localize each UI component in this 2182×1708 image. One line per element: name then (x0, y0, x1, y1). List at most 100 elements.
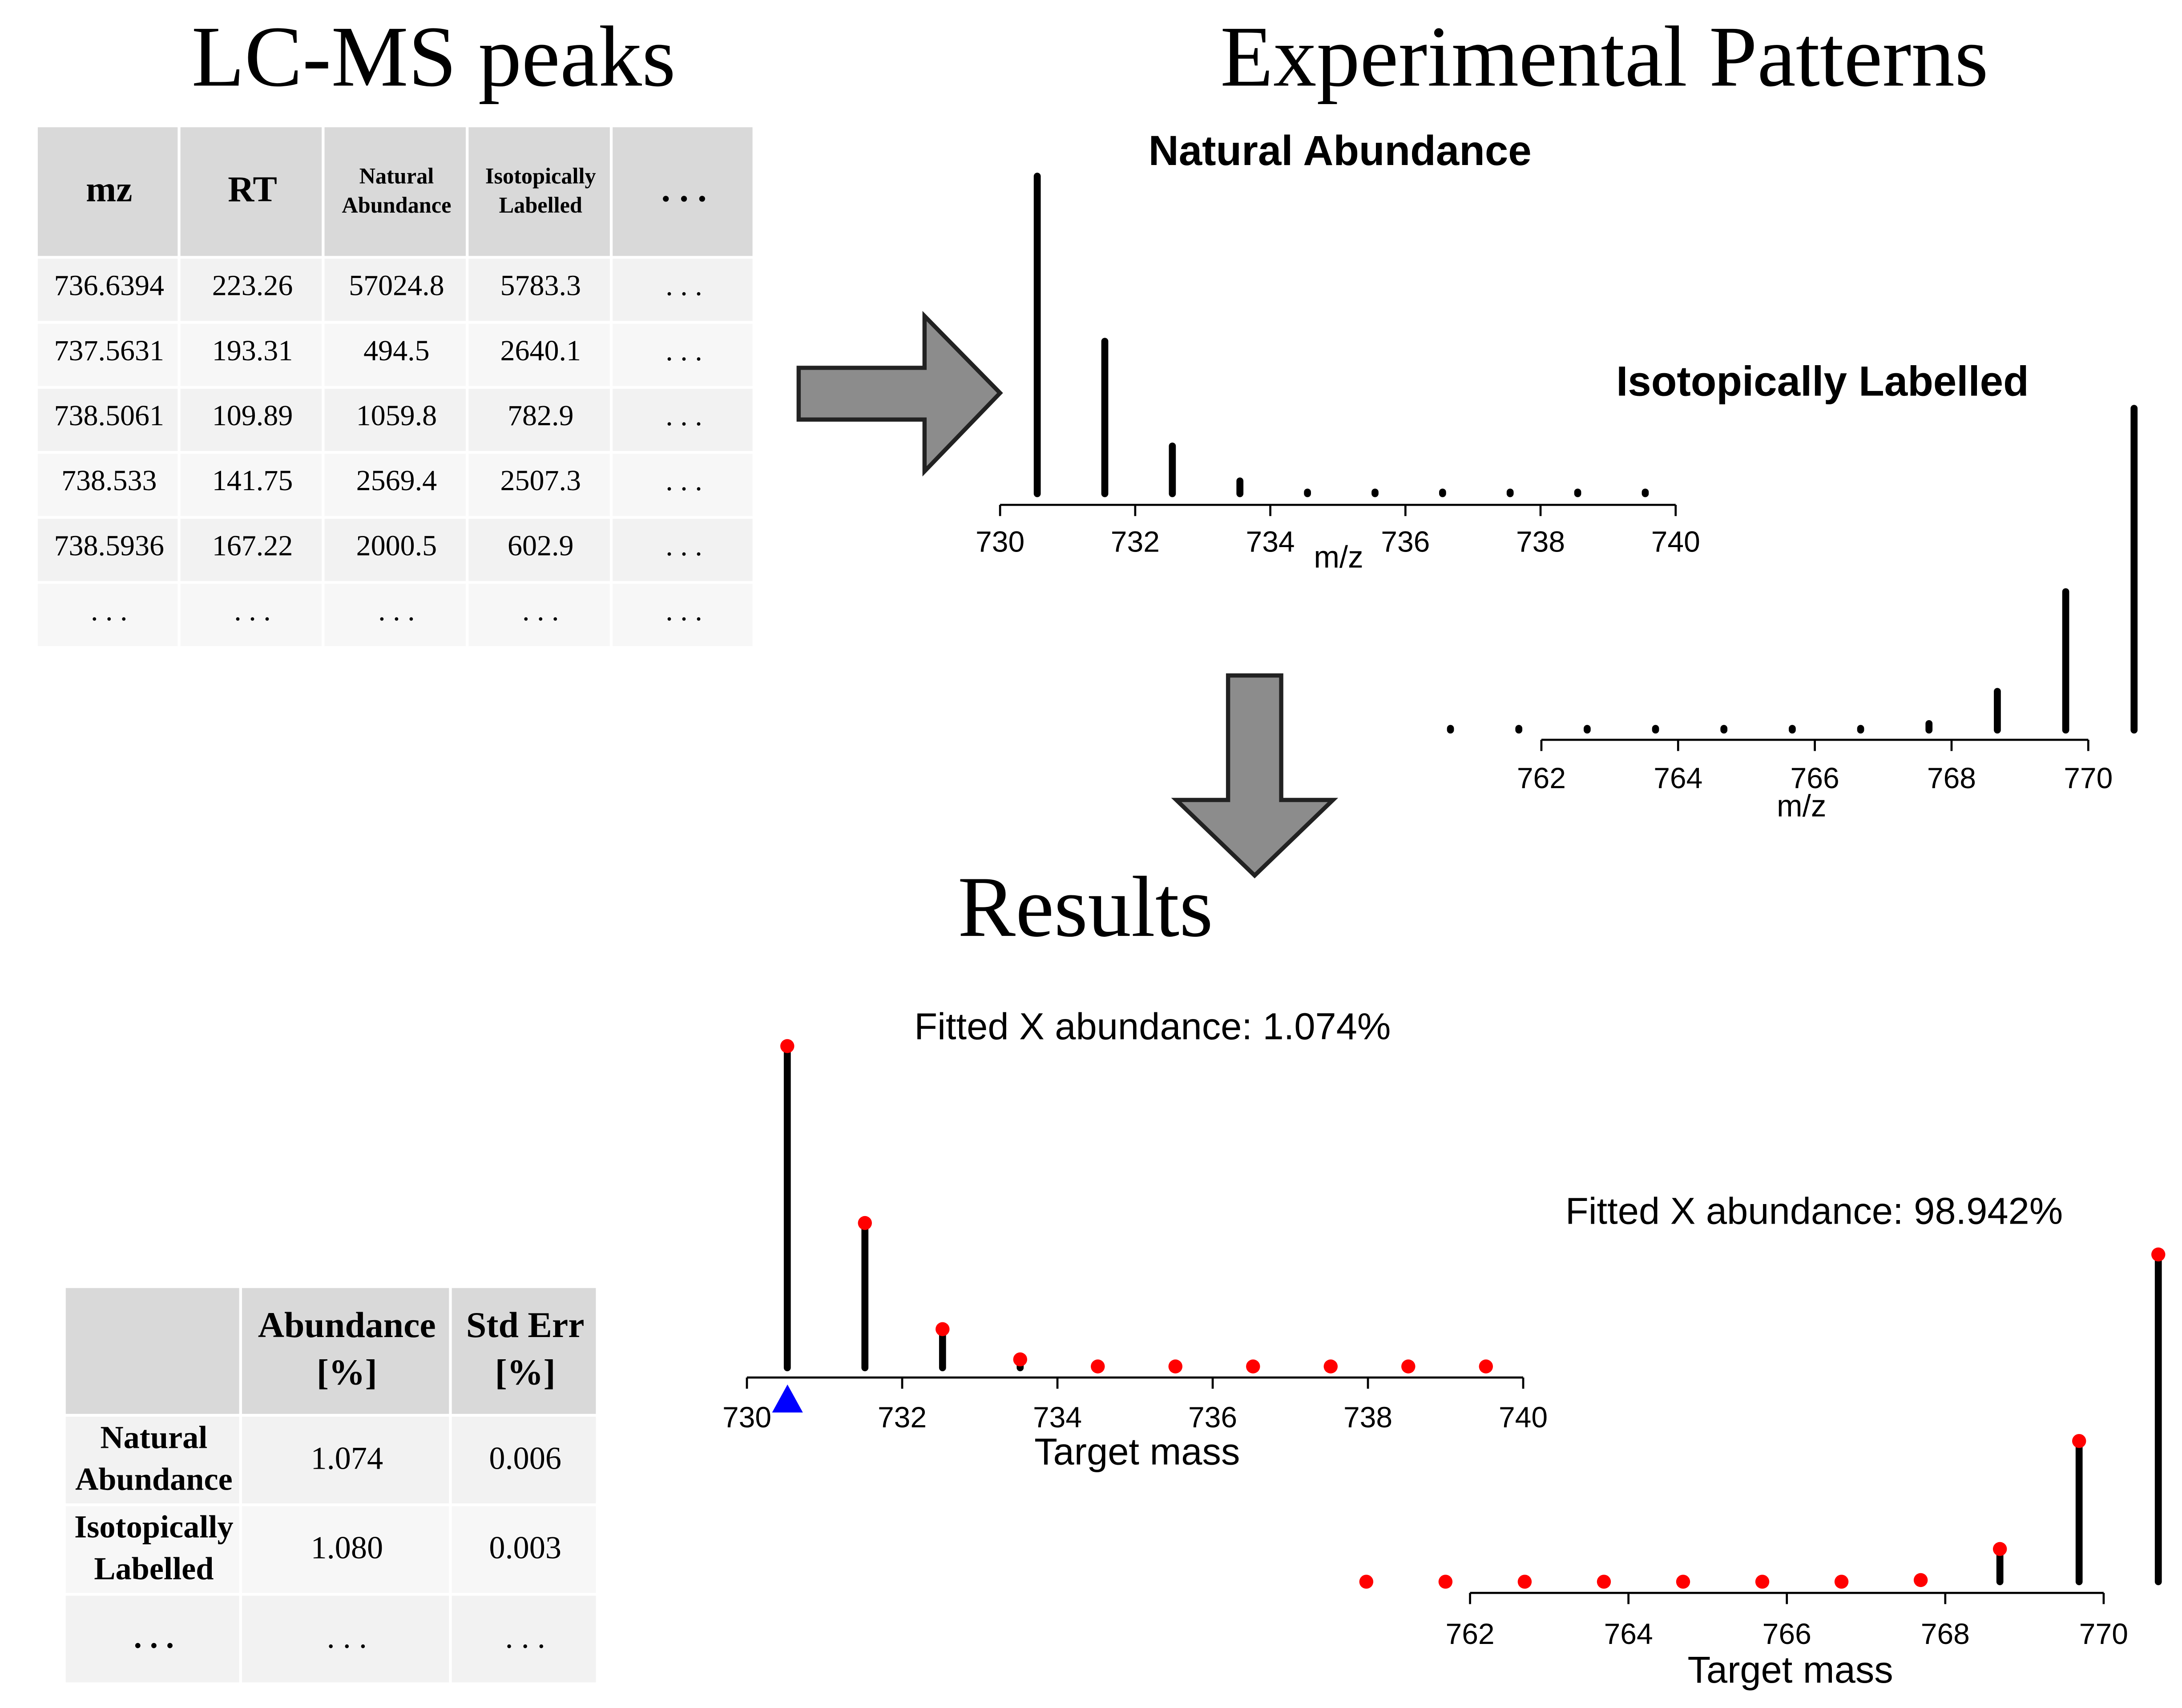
x-tick-label: 734 (1033, 1401, 1082, 1434)
table-cell (613, 519, 753, 581)
header-text: Labelled (499, 193, 582, 218)
cell-text: 738.533 (61, 464, 157, 497)
fit-point (2072, 1434, 2086, 1448)
patterns-title: Experimental Patterns (1220, 9, 1988, 105)
cell-text: Natural (100, 1419, 207, 1455)
cell-text: 193.31 (212, 334, 293, 367)
table-cell (324, 454, 466, 516)
fit-point (2151, 1247, 2166, 1262)
cell-text: . . . (665, 464, 702, 497)
x-tick-label: 740 (1499, 1401, 1548, 1434)
table-cell (468, 323, 610, 386)
x-tick-label: 762 (1445, 1617, 1494, 1650)
cell-text: 167.22 (212, 529, 293, 562)
x-tick-label: 736 (1381, 525, 1430, 558)
cell-text: . . . (665, 595, 702, 627)
cell-text: 1.074 (311, 1440, 383, 1476)
x-tick-label: 734 (1246, 525, 1295, 558)
fit-point (1755, 1575, 1770, 1589)
table-cell (242, 1417, 449, 1504)
chart-title: Natural Abundance (1149, 127, 1532, 174)
chart-title: Isotopically Labelled (1616, 358, 2029, 405)
fit-point (1359, 1575, 1374, 1589)
header-cell (324, 127, 466, 256)
cell-text: 109.89 (212, 399, 293, 432)
table-cell (180, 454, 322, 516)
cell-text: . . . (327, 1619, 367, 1655)
fit-point (1091, 1359, 1105, 1374)
header-text: [%] (317, 1352, 377, 1392)
table-cell (324, 323, 466, 386)
annotation: Fitted X abundance: 98.942% (1565, 1190, 2063, 1232)
cell-text: . . . (378, 595, 415, 627)
header-cell (468, 127, 610, 256)
fit-point (1401, 1359, 1416, 1374)
x-tick-label: 730 (722, 1401, 771, 1434)
table-cell (468, 584, 610, 646)
cell-text: 0.006 (489, 1440, 561, 1476)
fit-point (1834, 1575, 1849, 1589)
table-cell (468, 519, 610, 581)
fit-point (936, 1322, 950, 1336)
x-tick-label: 740 (1651, 525, 1700, 558)
down-arrow (1171, 673, 1339, 878)
table-cell (613, 454, 753, 516)
table-cell (180, 584, 322, 646)
header-cell (242, 1288, 449, 1414)
cell-text: . . . (91, 595, 128, 627)
table-cell (180, 323, 322, 386)
x-axis-label: m/z (1314, 540, 1363, 574)
fit-point (1438, 1575, 1453, 1589)
table-cell (242, 1506, 449, 1593)
x-tick-label: 732 (878, 1401, 927, 1434)
results-title: Results (958, 859, 1213, 955)
table-cell (452, 1595, 596, 1683)
annotation: Fitted X abundance: 1.074% (914, 1005, 1391, 1047)
cell-text: 494.5 (363, 334, 430, 367)
table-cell (37, 584, 178, 646)
cell-text: 5783.3 (500, 270, 581, 302)
table-cell (613, 389, 753, 451)
cell-text: 0.003 (489, 1530, 561, 1566)
table-cell (452, 1506, 596, 1593)
header-text: mz (86, 169, 132, 209)
table-cell (65, 1506, 239, 1593)
x-tick-label: 764 (1654, 761, 1702, 794)
fit-point (1913, 1573, 1928, 1587)
cell-text: 57024.8 (349, 270, 444, 302)
cell-text: 782.9 (508, 399, 574, 432)
cell-text: 2000.5 (356, 529, 437, 562)
cell-text: . . . (505, 1619, 545, 1655)
cell-text: 2569.4 (356, 464, 437, 497)
x-tick-label: 738 (1516, 525, 1565, 558)
fit-point (1168, 1359, 1183, 1374)
cell-text: Labelled (94, 1551, 214, 1587)
table-cell (613, 584, 753, 646)
table-cell (468, 258, 610, 321)
cell-text: 602.9 (508, 529, 574, 562)
table-cell (37, 519, 178, 581)
fit-point (858, 1216, 872, 1230)
cell-text: 736.6394 (54, 270, 164, 302)
cell-text: 738.5936 (54, 529, 164, 562)
table-cell (180, 258, 322, 321)
x-tick-label: 762 (1517, 761, 1566, 794)
header-text: RT (228, 169, 277, 209)
table-cell (324, 258, 466, 321)
cell-text: 2507.3 (500, 464, 581, 497)
table-cell (242, 1595, 449, 1683)
table-cell (613, 258, 753, 321)
target-marker (772, 1384, 803, 1413)
header-text: . . . (661, 169, 706, 209)
table-cell (37, 323, 178, 386)
right-arrow (796, 311, 1003, 477)
x-tick-label: 730 (976, 525, 1024, 558)
table-cell (324, 519, 466, 581)
x-tick-label: 770 (2064, 761, 2113, 794)
header-cell (452, 1288, 596, 1414)
x-tick-label: 770 (2079, 1617, 2128, 1650)
cell-text: . . . (665, 399, 702, 432)
header-text: Std Err (466, 1305, 585, 1345)
cell-text: 223.26 (212, 270, 293, 302)
